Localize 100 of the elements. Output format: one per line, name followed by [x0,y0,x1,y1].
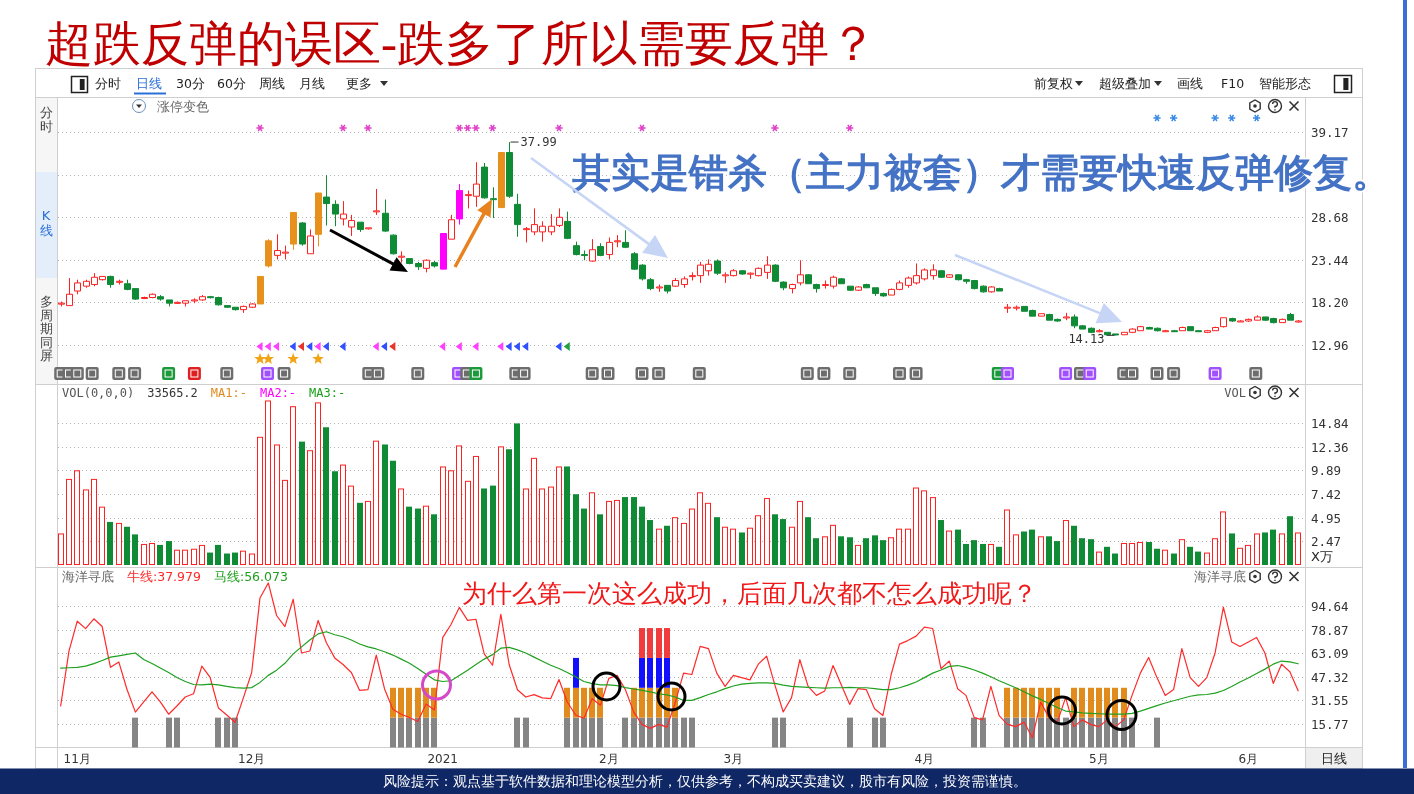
bar [1029,529,1035,565]
candlestick [1171,329,1178,333]
bar [946,530,952,565]
bar [980,543,986,565]
bar [847,537,853,565]
annotation: 37.99 [520,135,557,150]
bar [730,528,736,565]
y-tick-label: 14.84 [1311,416,1349,431]
bar [107,521,113,565]
candlestick [240,305,247,314]
bar [1229,533,1235,565]
bar [573,494,579,565]
y-tick-label: 2.47 [1311,534,1342,549]
candlestick [1229,317,1236,323]
candlestick [589,238,596,263]
candlestick [299,221,306,247]
bar [780,519,786,565]
bar [913,487,919,565]
candlestick [257,275,264,305]
text: 月线 [299,76,325,91]
annotation: MA2:- [259,385,297,400]
bar [963,543,969,565]
text: 多周期同屏 [39,293,53,363]
bar [672,517,678,565]
bar [1021,687,1027,718]
bar [1004,509,1010,565]
candlestick [1088,326,1095,334]
bar [539,488,545,565]
annotation: 海洋寻底 [1194,569,1246,584]
x-tick-label: 2月 [598,751,619,766]
bar [265,400,271,565]
y-tick-label: 23.44 [1311,253,1349,268]
bar [606,500,612,565]
candlestick [855,285,862,292]
y-tick-label: 47.32 [1311,670,1349,685]
bar [415,508,421,565]
bar [1079,538,1085,565]
candlestick [1096,328,1103,333]
bar [398,687,404,718]
candlestick [166,299,173,307]
bar [1220,511,1226,565]
bar [66,478,72,565]
candlestick [946,273,953,279]
bar [1287,516,1293,565]
bar [689,717,695,748]
bar [714,517,720,565]
bar [531,457,537,565]
bar [498,446,504,565]
bar [1104,546,1110,565]
bar [182,549,188,565]
bar [1146,542,1152,565]
annotation: 33565.2 [147,385,198,400]
candlestick [813,283,820,294]
bar [639,687,645,718]
bar [166,717,172,748]
candlestick [656,284,663,293]
bar [431,717,437,748]
bar [199,544,205,565]
bar [1013,687,1019,718]
bar [664,717,670,748]
annotation: 海洋寻底 [62,569,114,584]
candlestick [1162,329,1169,333]
bar [838,536,844,565]
text: 30分 [176,76,205,91]
annotation: VOL(0,0,0) [62,385,135,400]
candlestick [556,207,563,228]
y-tick-label: 78.87 [1311,623,1349,638]
bar [1295,532,1301,565]
bar [880,540,886,565]
bar [290,406,296,565]
text: 更多 [346,76,372,91]
bar [1245,544,1251,565]
candlestick [107,275,114,289]
bar [240,550,246,565]
bar [697,492,703,565]
candlestick [315,192,322,247]
candlestick [323,174,330,226]
candlestick [797,259,804,286]
candlestick [481,162,488,200]
bar [1021,531,1027,565]
bar [191,548,197,565]
candlestick [1013,305,1020,311]
bar [705,502,711,565]
bar [1129,543,1135,565]
bar [157,544,163,565]
bar [639,657,645,688]
bar [514,717,520,748]
y-tick-label: 15.77 [1311,717,1349,732]
bar [772,717,778,748]
bar [174,549,180,565]
bar [340,464,346,565]
candlestick [714,258,721,276]
bar [822,536,828,565]
bar [83,489,89,565]
x-tick-label: 6月 [1238,751,1259,766]
y-tick-label: 63.09 [1311,646,1349,661]
bar [398,717,404,748]
bar [880,717,886,748]
text: 分时 [95,76,121,91]
y-tick-label: 31.55 [1311,693,1349,708]
